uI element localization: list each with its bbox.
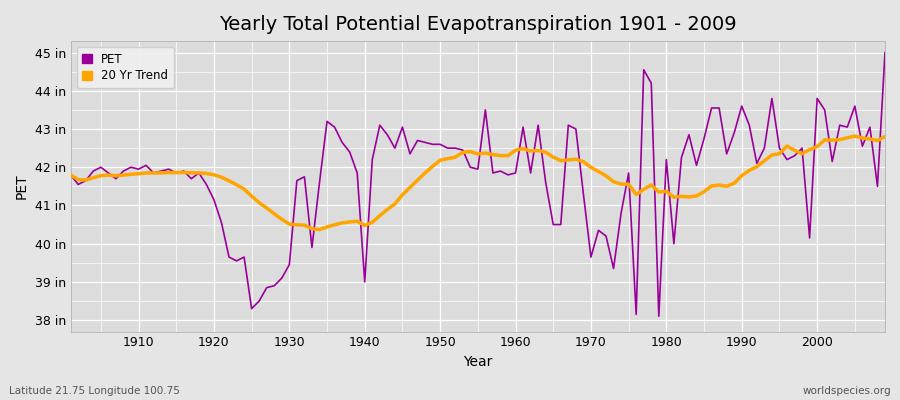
20 Yr Trend xyxy=(510,148,521,153)
PET xyxy=(879,50,890,55)
20 Yr Trend xyxy=(314,227,325,232)
Y-axis label: PET: PET xyxy=(15,174,29,199)
PET xyxy=(653,314,664,319)
20 Yr Trend xyxy=(66,172,77,177)
20 Yr Trend xyxy=(608,179,619,184)
PET xyxy=(337,140,347,145)
PET xyxy=(502,172,513,177)
Title: Yearly Total Potential Evapotranspiration 1901 - 2009: Yearly Total Potential Evapotranspiratio… xyxy=(219,15,736,34)
Line: 20 Yr Trend: 20 Yr Trend xyxy=(71,136,885,230)
PET xyxy=(292,178,302,183)
Text: Latitude 21.75 Longitude 100.75: Latitude 21.75 Longitude 100.75 xyxy=(9,386,180,396)
20 Yr Trend xyxy=(126,172,137,177)
20 Yr Trend xyxy=(850,134,860,138)
20 Yr Trend xyxy=(292,222,302,227)
Line: PET: PET xyxy=(71,52,885,316)
20 Yr Trend xyxy=(345,220,356,224)
Text: worldspecies.org: worldspecies.org xyxy=(803,386,891,396)
PET xyxy=(510,170,521,175)
X-axis label: Year: Year xyxy=(464,355,492,369)
20 Yr Trend xyxy=(518,146,528,151)
PET xyxy=(600,234,611,238)
Legend: PET, 20 Yr Trend: PET, 20 Yr Trend xyxy=(76,47,175,88)
PET xyxy=(66,172,77,177)
20 Yr Trend xyxy=(879,134,890,139)
PET xyxy=(126,165,137,170)
